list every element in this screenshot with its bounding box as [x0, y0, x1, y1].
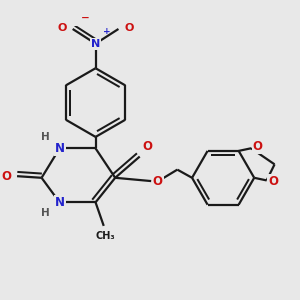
Text: N: N [55, 196, 64, 209]
Text: O: O [153, 175, 163, 188]
Text: N: N [55, 142, 64, 155]
Text: +: + [103, 28, 110, 37]
Text: O: O [268, 175, 278, 188]
Text: O: O [1, 170, 11, 183]
Text: H: H [41, 208, 50, 218]
Text: O: O [142, 140, 152, 153]
Text: −: − [81, 13, 90, 23]
Text: O: O [57, 23, 67, 33]
Text: N: N [91, 39, 100, 49]
Text: O: O [124, 23, 134, 33]
Text: O: O [253, 140, 263, 154]
Text: H: H [41, 133, 50, 142]
Text: CH₃: CH₃ [96, 231, 115, 241]
